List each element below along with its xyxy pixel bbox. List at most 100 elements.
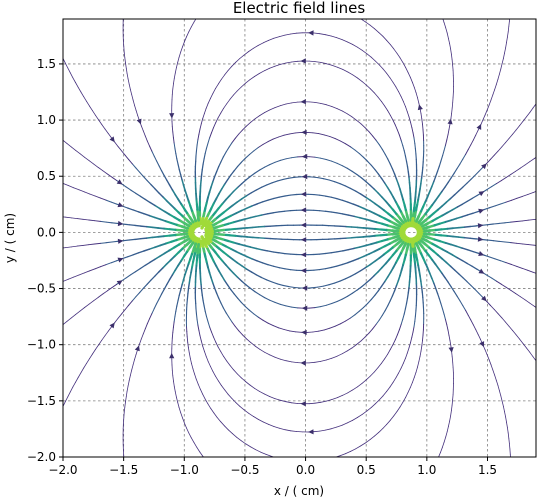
field-line-segment — [451, 59, 454, 66]
field-line-segment — [220, 385, 226, 391]
field-line-segment — [80, 91, 85, 98]
field-line-segment — [174, 193, 179, 200]
field-line-segment — [179, 173, 183, 181]
field-line-segment — [450, 243, 458, 248]
field-line-segment — [497, 384, 500, 392]
field-line-segment — [447, 329, 450, 336]
field-line-segment — [208, 186, 212, 194]
field-line-segment — [229, 364, 234, 371]
field-line-segment — [364, 263, 371, 269]
field-line-segment — [273, 196, 280, 200]
field-line-segment — [377, 96, 382, 102]
field-line-segment — [117, 313, 123, 319]
field-line-segment — [149, 145, 153, 152]
field-line-segment — [336, 66, 344, 70]
field-line-segment — [202, 393, 206, 400]
field-line-segment — [173, 142, 176, 149]
field-line-segment — [82, 244, 90, 246]
field-line-segment — [207, 321, 211, 328]
y-tick-label: −1.0 — [27, 338, 56, 352]
field-line-segment — [263, 67, 271, 72]
field-line-segment — [197, 13, 200, 18]
field-line-segment — [324, 34, 332, 37]
field-line-segment — [429, 272, 433, 280]
field-line-segment — [171, 369, 174, 377]
field-line-segment — [135, 292, 141, 298]
field-line-segment — [153, 303, 158, 310]
field-line-segment — [189, 357, 192, 364]
field-line-segment — [259, 112, 266, 116]
field-line-segment — [440, 303, 444, 310]
field-line-segment — [215, 165, 220, 173]
field-line-segment — [449, 265, 456, 271]
field-line-segment — [377, 362, 382, 369]
field-direction-arrow — [301, 174, 308, 180]
field-line-segment — [256, 260, 264, 264]
field-line-segment — [239, 54, 245, 59]
field-line-segment — [172, 83, 174, 90]
field-line-segment — [360, 177, 367, 183]
field-line-segment — [439, 220, 447, 225]
field-line-segment — [387, 110, 391, 116]
field-line-segment — [456, 257, 464, 262]
field-line-segment — [226, 360, 231, 366]
field-line-segment — [137, 211, 145, 215]
field-line-segment — [462, 277, 468, 283]
field-line-segment — [200, 216, 205, 226]
field-line-segment — [246, 236, 254, 239]
field-line-segment — [451, 206, 459, 211]
field-line-segment — [215, 117, 219, 124]
field-line-segment — [63, 280, 64, 282]
field-line-segment — [274, 356, 281, 360]
field-line-segment — [384, 305, 389, 312]
field-line-segment — [88, 300, 95, 305]
field-line-segment — [387, 300, 391, 307]
field-line-segment — [235, 58, 241, 63]
field-line-segment — [234, 326, 240, 332]
field-line-segment — [88, 243, 96, 246]
field-line-segment — [180, 412, 183, 419]
field-line-segment — [97, 166, 104, 172]
y-tick-label: 1.0 — [37, 113, 56, 127]
field-line-segment — [186, 336, 189, 343]
field-line-segment — [151, 308, 155, 315]
field-line-segment — [432, 250, 439, 257]
field-line-segment — [125, 62, 127, 69]
field-line-segment — [355, 445, 362, 450]
field-line-segment — [128, 374, 131, 382]
field-line-segment — [336, 162, 343, 167]
field-line-segment — [505, 262, 512, 265]
field-line-segment — [377, 266, 383, 273]
field-line-segment — [249, 76, 255, 81]
field-line-segment — [393, 411, 398, 417]
field-line-segment — [279, 158, 287, 161]
field-line-segment — [328, 282, 336, 286]
field-line-segment — [477, 334, 482, 341]
field-line-segment — [288, 461, 294, 462]
field-line-segment — [164, 220, 173, 224]
field-line-segment — [450, 53, 453, 60]
field-line-segment — [378, 253, 385, 260]
field-line-segment — [159, 242, 167, 247]
field-line-segment — [134, 267, 142, 273]
field-line-segment — [382, 250, 390, 256]
field-line-segment — [352, 203, 360, 207]
field-line-segment — [168, 274, 174, 281]
field-direction-arrow — [136, 118, 142, 125]
field-line-segment — [429, 185, 433, 193]
field-line-segment — [162, 234, 171, 238]
field-line-segment — [220, 302, 224, 309]
field-line-segment — [459, 300, 464, 307]
field-line-segment — [341, 262, 349, 266]
field-line-segment — [520, 296, 526, 301]
field-line-segment — [521, 243, 529, 246]
field-line-segment — [323, 459, 329, 460]
field-line-segment — [329, 136, 336, 140]
field-line-segment — [446, 426, 449, 433]
plot-frame — [62, 18, 537, 458]
field-line-segment — [213, 412, 218, 418]
field-line-segment — [341, 350, 348, 355]
field-line-segment — [124, 154, 130, 161]
field-line-segment — [269, 65, 276, 69]
field-line-segment — [139, 171, 144, 177]
